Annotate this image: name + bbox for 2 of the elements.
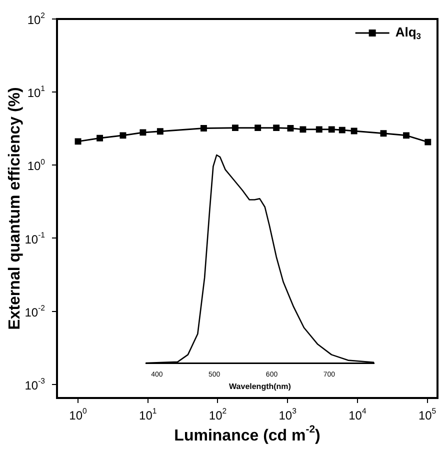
- y-axis-title: External quantum efficiency (%): [6, 87, 24, 330]
- x-axis-title: Wavelength(nm): [229, 382, 292, 392]
